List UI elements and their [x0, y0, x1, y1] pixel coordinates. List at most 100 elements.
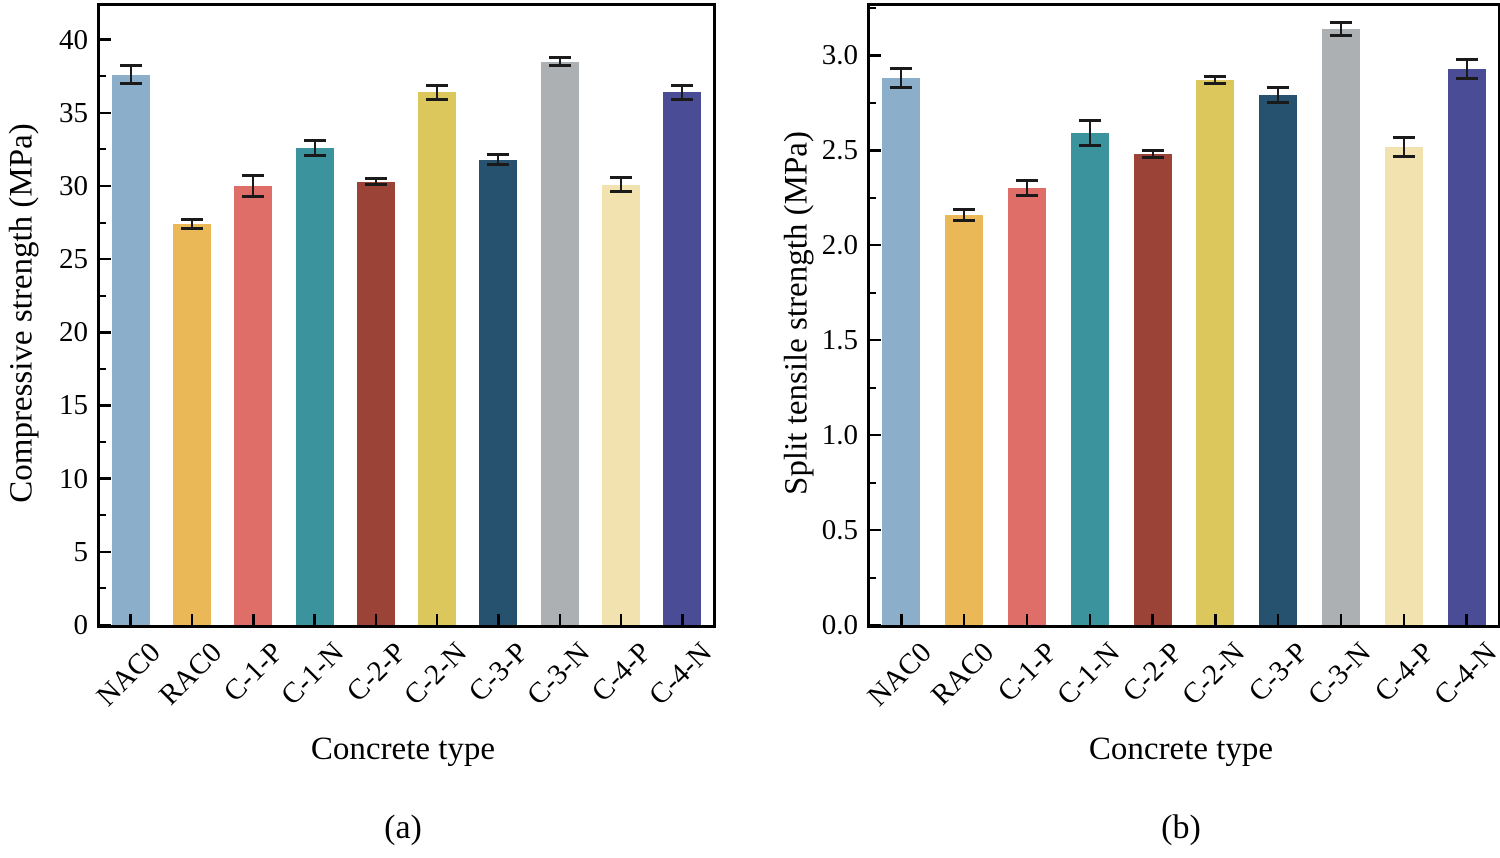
x-tick-label-C-3-P: C-3-P: [1242, 636, 1315, 708]
y-minor-tick: [870, 386, 876, 389]
y-minor-tick: [870, 101, 876, 104]
x-tick: [497, 614, 500, 625]
x-tick: [619, 614, 623, 625]
error-bar-cap-bottom-C-4-N: [1455, 76, 1478, 80]
x-tick-label-C-4-P: C-4-P: [585, 636, 657, 708]
error-bar-cap-top-RAC0: [953, 207, 976, 211]
x-tick: [1214, 614, 1217, 625]
y-minor-tick: [870, 481, 876, 484]
y-axis-title-split-tensile: Split tensile strength (MPa): [778, 130, 814, 495]
y-minor-tick: [870, 196, 876, 199]
y-major-tick: [870, 623, 881, 627]
x-tick-label-C-2-N: C-2-N: [398, 636, 474, 712]
error-bar-cap-top-NAC0: [890, 67, 913, 71]
bar-RAC0: [945, 214, 984, 625]
error-bar-line-C-2-P: [1151, 150, 1154, 158]
x-tick-label-C-2-P: C-2-P: [1116, 636, 1189, 708]
error-bar-line-C-2-N: [436, 85, 439, 100]
y-minor-tick: [870, 576, 876, 579]
bar-C-1-N: [295, 147, 334, 625]
error-bar-cap-top-C-2-P: [364, 177, 387, 181]
y-minor-tick: [100, 367, 106, 370]
y-major-tick: [870, 338, 881, 342]
x-tick: [252, 614, 255, 625]
error-bar-line-C-3-P: [497, 154, 500, 165]
error-bar-line-C-1-P: [252, 175, 255, 197]
x-tick: [190, 614, 194, 625]
y-tick-label: 20: [59, 316, 88, 349]
y-major-tick: [100, 184, 111, 188]
y-tick-label: 0.0: [821, 609, 858, 641]
x-tick: [313, 614, 316, 625]
error-bar-cap-bottom-NAC0: [119, 82, 142, 86]
error-bar-cap-bottom-C-1-N: [1078, 144, 1101, 148]
y-tick-label: 2.5: [821, 134, 858, 167]
bar-RAC0: [172, 224, 211, 625]
y-tick-label: 5: [73, 535, 89, 568]
bar-C-3-P: [479, 159, 518, 625]
error-bar-cap-bottom-C-3-P: [487, 163, 510, 167]
y-tick-label: 0: [73, 609, 89, 641]
bar-C-1-P: [234, 185, 273, 625]
error-bar-line-C-4-N: [1465, 59, 1468, 79]
y-tick-label: 2.0: [821, 229, 858, 262]
error-bar-cap-bottom-C-3-N: [548, 63, 571, 67]
y-major-tick: [100, 257, 111, 261]
x-tick: [1402, 614, 1406, 625]
x-axis-title-concrete-type-b: Concrete type: [1088, 731, 1274, 767]
error-bar-cap-top-C-3-P: [487, 153, 510, 157]
error-bar-cap-top-C-1-N: [1078, 119, 1101, 123]
panel-label-b: (b): [1161, 809, 1201, 846]
x-tick: [962, 614, 966, 625]
x-tick: [1025, 614, 1029, 625]
bar-C-1-N: [1070, 133, 1109, 625]
error-bar-cap-top-C-1-P: [1016, 179, 1038, 183]
error-bar-cap-top-C-4-P: [610, 176, 633, 180]
x-tick-label-C-2-N: C-2-N: [1176, 636, 1252, 712]
error-bar-cap-top-C-2-N: [1204, 74, 1227, 78]
y-tick-label: 35: [59, 96, 88, 129]
y-minor-tick: [100, 75, 106, 78]
x-tick-label-NAC0: NAC0: [861, 636, 938, 713]
error-bar-cap-bottom-C-1-P: [1016, 194, 1038, 198]
error-bar-line-C-4-P: [620, 177, 623, 192]
y-minor-tick: [100, 441, 106, 444]
error-bar-cap-top-C-3-N: [1330, 20, 1352, 24]
error-bar-line-NAC0: [129, 65, 132, 84]
error-bar-cap-bottom-C-2-N: [426, 98, 449, 102]
error-bar-line-C-3-N: [558, 57, 561, 66]
y-axis-title-compressive: Compressive strength (MPa): [3, 122, 39, 503]
y-major-tick: [100, 477, 111, 480]
y-tick-label: 10: [59, 462, 88, 495]
error-bar-cap-bottom-C-1-P: [242, 194, 265, 198]
y-major-tick: [100, 404, 111, 407]
x-tick: [558, 614, 561, 625]
bar-C-2-N: [1196, 80, 1235, 625]
y-major-tick: [870, 54, 881, 57]
chart-compressive-strength: 0 5 10 15 20 25 30 35 40 NAC0 RAC0 C-1-P C-1-N C-2-P C…: [3, 3, 718, 846]
error-bar-cap-bottom-C-3-N: [1330, 33, 1352, 37]
x-tick-label-C-1-P: C-1-P: [991, 636, 1063, 708]
x-tick-label-C-4-P: C-4-P: [1368, 636, 1440, 708]
x-tick: [1465, 614, 1468, 625]
y-major-tick: [100, 38, 111, 41]
bar-C-2-P: [356, 181, 395, 625]
error-bar-line-RAC0: [963, 209, 966, 221]
error-bar-line-NAC0: [900, 68, 903, 88]
bar-C-3-P: [1259, 95, 1298, 625]
error-bar-cap-bottom-C-4-P: [1392, 154, 1415, 158]
y-minor-tick: [100, 514, 106, 517]
y-minor-tick: [100, 587, 106, 590]
x-tick: [1088, 614, 1092, 625]
x-tick-label-NAC0: NAC0: [90, 636, 167, 713]
error-bar-cap-bottom-C-2-P: [364, 183, 387, 187]
y-minor-tick: [100, 221, 106, 224]
x-tick: [1151, 614, 1154, 625]
bar-C-3-N: [540, 61, 579, 625]
x-tick-label-RAC0: RAC0: [152, 636, 228, 712]
error-bar-cap-bottom-C-4-P: [610, 189, 633, 193]
error-bar-cap-top-C-3-N: [548, 56, 571, 60]
error-bar-cap-bottom-RAC0: [953, 219, 976, 223]
chart-split-tensile-strength: 0.0 0.5 1.0 1.5 2.0 2.5 3.0 NAC0 RAC0 C-1-P C-1-N C…: [750, 0, 1500, 858]
x-tick-label-RAC0: RAC0: [925, 636, 1001, 712]
